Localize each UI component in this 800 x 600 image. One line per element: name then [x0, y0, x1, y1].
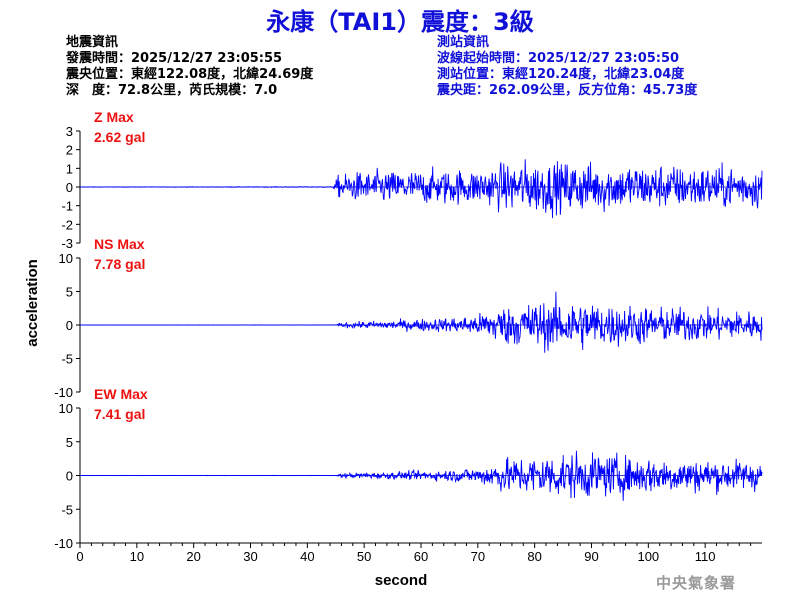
y-tick-label: 10 — [59, 401, 73, 416]
station-info-row: 測站位置：東經120.24度，北緯23.04度 — [437, 67, 697, 83]
y-tick-label: 3 — [66, 124, 73, 139]
station-info-row: 震央距：262.09公里，反方位角：45.73度 — [437, 83, 697, 99]
quake-info-heading: 地震資訊 — [66, 35, 119, 50]
y-tick-label: -2 — [61, 217, 73, 232]
x-tick-label: 10 — [130, 549, 144, 564]
y-tick-label: 0 — [66, 180, 73, 195]
y-tick-label: -5 — [61, 502, 73, 517]
x-axis-title: second — [375, 572, 428, 589]
quake-info-value: 東經122.08度，北緯24.69度 — [131, 67, 314, 82]
panel-label-ew: EW Max — [94, 386, 148, 402]
quake-info-block: 地震資訊 發震時間：2025/12/27 23:05:55 震央位置：東經122… — [66, 35, 313, 99]
station-info-block: 測站資訊 波線起始時間：2025/12/27 23:05:50 測站位置：東經1… — [437, 35, 697, 99]
quake-info-label: 發震時間： — [66, 51, 132, 66]
station-info-value: 262.09公里，反方位角：45.73度 — [489, 83, 698, 98]
x-tick-label: 40 — [300, 549, 314, 564]
y-tick-label: -5 — [61, 352, 73, 367]
station-info-label: 測站位置： — [437, 67, 503, 82]
y-tick-label: 2 — [66, 143, 73, 158]
quake-info-row: 發震時間：2025/12/27 23:05:55 — [66, 51, 313, 67]
x-tick-label: 30 — [243, 549, 257, 564]
x-tick-label: 100 — [637, 549, 659, 564]
quake-info-label: 震央位置： — [66, 67, 132, 82]
x-tick-label: 70 — [471, 549, 485, 564]
x-tick-label: 50 — [357, 549, 371, 564]
waveform-trace-ew — [79, 450, 763, 501]
y-tick-label: 1 — [66, 161, 73, 176]
y-tick-label: 0 — [66, 469, 73, 484]
y-tick-label: 0 — [66, 318, 73, 333]
station-info-heading: 測站資訊 — [437, 35, 490, 50]
x-tick-label: 80 — [527, 549, 541, 564]
panel-max-ew: 7.41 gal — [94, 406, 145, 422]
y-tick-label: -1 — [61, 199, 73, 214]
station-info-value: 2025/12/27 23:05:50 — [528, 51, 680, 66]
station-info-label: 震央距： — [437, 83, 490, 98]
quake-info-value: 72.8公里，芮氏規模：7.0 — [118, 83, 278, 98]
station-info-value: 東經120.24度，北緯23.04度 — [502, 67, 685, 82]
x-tick-label: 110 — [695, 549, 716, 564]
y-tick-label: -3 — [61, 236, 73, 251]
quake-info-row: 深 度：72.8公里，芮氏規模：7.0 — [66, 83, 313, 99]
panel-label-z: Z Max — [94, 109, 134, 125]
y-tick-label: 10 — [59, 251, 73, 266]
y-tick-label: 5 — [66, 435, 73, 450]
x-tick-label: 90 — [584, 549, 598, 564]
chart-title: 永康（TAI1）震度：3級 — [266, 8, 534, 36]
waveform-trace-ns — [80, 291, 763, 353]
y-axis-title: acceleration — [24, 259, 41, 347]
quake-info-row: 震央位置：東經122.08度，北緯24.69度 — [66, 67, 313, 83]
waveform-trace-z — [80, 159, 763, 219]
x-tick-label: 60 — [414, 549, 428, 564]
y-tick-label: -10 — [54, 385, 73, 400]
station-info-label: 波線起始時間： — [437, 51, 529, 66]
quake-info-value: 2025/12/27 23:05:55 — [131, 51, 283, 66]
x-tick-label: 20 — [186, 549, 200, 564]
y-tick-label: -10 — [54, 536, 73, 551]
quake-info-label: 深 度： — [66, 83, 119, 98]
station-info-row: 波線起始時間：2025/12/27 23:05:50 — [437, 51, 697, 67]
x-tick-label: 0 — [76, 549, 83, 564]
panel-max-z: 2.62 gal — [94, 129, 145, 145]
panel-label-ns: NS Max — [94, 236, 145, 252]
panel-max-ns: 7.78 gal — [94, 256, 145, 272]
y-tick-label: 5 — [66, 285, 73, 300]
agency-watermark: 中央氣象署 — [656, 574, 737, 592]
